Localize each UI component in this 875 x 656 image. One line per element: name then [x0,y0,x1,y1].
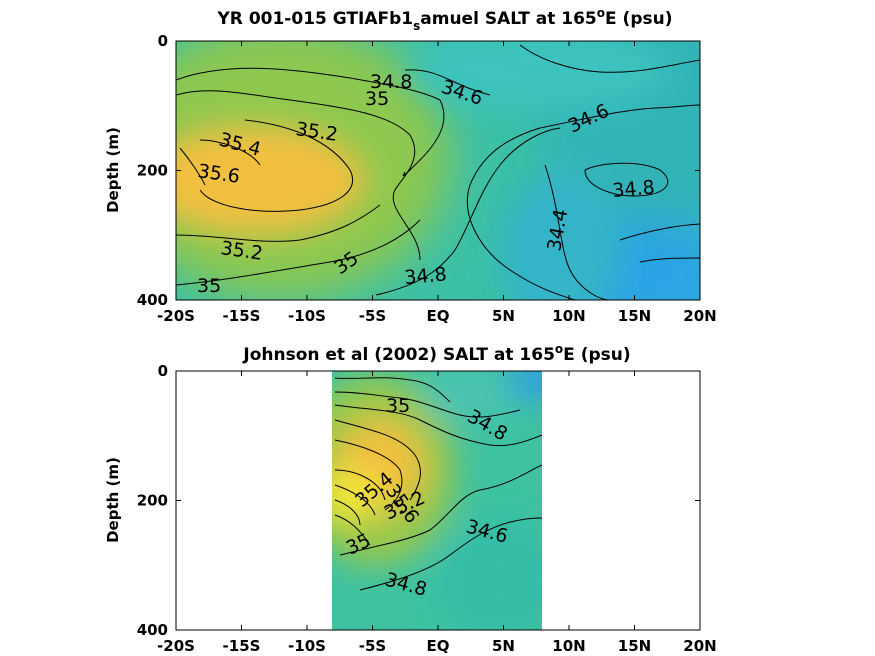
y-tick-label: 400 [137,621,168,639]
x-tick-label: -10S [288,307,326,325]
bottom-x-axis: -20S -15S -10S -5S EQ 5N 10N 15N 20N [157,371,717,655]
top-y-axis: 0 200 400 [137,32,700,309]
x-tick-label: 10N [552,307,585,325]
x-tick-label: -10S [288,637,326,655]
x-tick-label: -5S [359,637,386,655]
x-tick-label: 15N [618,307,651,325]
bottom-chart-title: Johnson et al (2002) SALT at 165oE (psu) [242,342,630,365]
y-tick-label: 200 [137,492,168,510]
bottom-salinity-field [332,371,542,630]
x-tick-label: -20S [157,307,195,325]
x-tick-label: 5N [492,637,515,655]
svg-text:34.8: 34.8 [612,176,656,202]
top-salinity-field [176,41,700,300]
svg-text:35: 35 [386,395,410,417]
x-tick-label: 5N [492,307,515,325]
bottom-contours [334,377,542,591]
y-tick-label: 200 [137,162,168,180]
svg-text:34.8: 34.8 [370,71,412,93]
x-tick-label: 10N [552,637,585,655]
y-tick-label: 0 [158,32,168,50]
bottom-panel: Johnson et al (2002) SALT at 165oE (psu) [104,342,717,655]
x-tick-label: EQ [427,637,450,655]
x-tick-label: 15N [618,637,651,655]
svg-text:35: 35 [365,88,389,110]
contour-line [176,67,441,101]
top-chart-title: YR 001-015 GTIAFb1samuel SALT at 165oE (… [217,6,673,33]
x-tick-label: 20N [683,637,716,655]
y-tick-label: 400 [137,291,168,309]
y-tick-label: 0 [158,362,168,380]
x-tick-label: -15S [223,637,261,655]
svg-text:35: 35 [197,275,221,297]
top-x-axis: -20S -15S -10S -5S EQ 5N 10N 15N 20N [157,41,717,325]
top-y-axis-label: Depth (m) [104,127,122,213]
x-tick-label: -20S [157,637,195,655]
top-contours [176,44,700,300]
x-tick-label: -5S [359,307,386,325]
x-tick-label: -15S [223,307,261,325]
x-tick-label: EQ [427,307,450,325]
bottom-y-axis-label: Depth (m) [104,457,122,543]
x-tick-label: 20N [683,307,716,325]
svg-text:34.8: 34.8 [404,263,448,289]
bottom-y-axis: 0 200 400 [137,362,700,639]
top-panel: YR 001-015 GTIAFb1samuel SALT at 165oE (… [104,6,717,325]
